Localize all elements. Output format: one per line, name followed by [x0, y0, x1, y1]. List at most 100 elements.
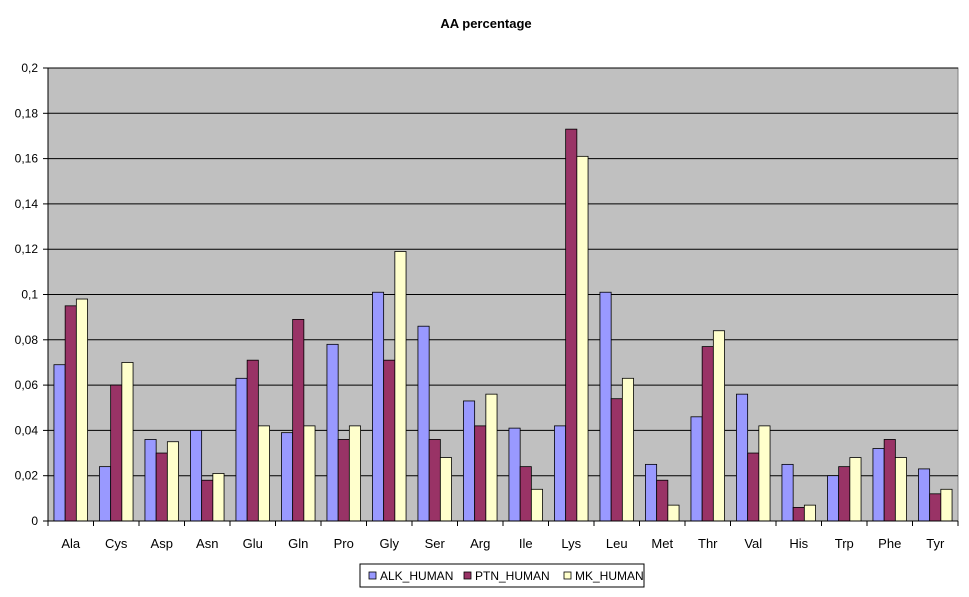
bar-mk-human-leu [621, 377, 634, 522]
y-tick-labels: 0 0,02 0,04 0,06 0,08 0,1 0,12 0,14 0,16 0,18 0,2 [15, 61, 39, 528]
x-tick-label: Tyr [926, 536, 945, 551]
x-tick-label: Phe [878, 536, 901, 551]
legend-box [359, 563, 645, 588]
x-tick-label: Pro [334, 536, 354, 551]
x-tick-label: Arg [470, 536, 490, 551]
bar-alk-human-arg [463, 400, 476, 522]
x-tick-label: Ser [425, 536, 446, 551]
legend-label: ALK_HUMAN [380, 569, 453, 583]
bar-alk-human-lys [554, 425, 567, 522]
y-tick-label: 0 [31, 514, 38, 528]
bar-ptn-human-ala [64, 305, 77, 522]
bar-alk-human-his [781, 463, 794, 522]
bar-mk-human-lys [576, 155, 589, 522]
bar-mk-human-ile [530, 488, 543, 522]
bar-alk-human-ile [508, 427, 521, 522]
x-tick-label: Met [651, 536, 673, 551]
bar-ptn-human-thr [701, 346, 714, 522]
bar-alk-human-val [736, 393, 749, 522]
bar-ptn-human-trp [838, 466, 851, 522]
x-tick-label: Ala [61, 536, 81, 551]
bar-ptn-human-his [792, 507, 805, 522]
bar-mk-human-glu [257, 425, 270, 522]
y-tick-label: 0,06 [15, 378, 39, 392]
y-tick-label: 0,04 [15, 423, 39, 437]
bar-mk-human-val [758, 425, 771, 522]
bar-ptn-human-asp [155, 452, 168, 522]
bar-ptn-human-val [747, 452, 760, 522]
x-tick-label: Leu [606, 536, 628, 551]
legend-label: MK_HUMAN [575, 569, 644, 583]
chart-title: AA percentage [440, 16, 531, 31]
legend-label: PTN_HUMAN [475, 569, 550, 583]
bar-mk-human-arg [485, 393, 498, 522]
x-tick-label: Glu [243, 536, 263, 551]
x-tick-label: Val [744, 536, 762, 551]
bar-alk-human-ala [53, 364, 66, 522]
bar-alk-human-asp [144, 439, 157, 522]
x-tick-label: His [789, 536, 808, 551]
x-tick-label: Gln [288, 536, 308, 551]
bar-mk-human-ser [439, 457, 452, 522]
bar-ptn-human-phe [883, 439, 896, 522]
bar-mk-human-his [803, 504, 816, 522]
x-tick-label: Cys [105, 536, 128, 551]
bar-alk-human-thr [690, 416, 703, 522]
y-tick-label: 0,16 [15, 152, 39, 166]
x-tick-label: Asp [151, 536, 173, 551]
x-tick-label: Lys [561, 536, 581, 551]
x-tick-label: Gly [380, 536, 400, 551]
x-tick-label: Trp [835, 536, 854, 551]
bar-mk-human-thr [712, 330, 725, 522]
y-tick-label: 0,02 [15, 469, 39, 483]
y-tick-label: 0,1 [21, 288, 38, 302]
bar-alk-human-pro [326, 343, 339, 522]
bar-alk-human-asn [190, 429, 203, 522]
legend-swatch [463, 571, 472, 580]
x-tick-label: Thr [698, 536, 718, 551]
bar-ptn-human-ser [428, 439, 441, 522]
bar-alk-human-phe [872, 448, 885, 522]
bar-ptn-human-gly [383, 359, 396, 522]
bar-mk-human-gln [303, 425, 316, 522]
bar-ptn-human-arg [474, 425, 487, 522]
bar-mk-human-asn [212, 473, 225, 522]
bar-mk-human-met [667, 504, 680, 522]
bar-alk-human-cys [99, 466, 112, 522]
bar-alk-human-trp [827, 475, 840, 522]
bar-ptn-human-asn [201, 479, 214, 522]
bar-alk-human-gln [281, 432, 294, 522]
legend-swatch [563, 571, 572, 580]
bar-alk-human-met [645, 463, 658, 522]
y-tick-label: 0,2 [21, 61, 38, 75]
bar-ptn-human-gln [292, 319, 305, 522]
bar-mk-human-tyr [940, 488, 953, 522]
axes-group [43, 67, 959, 526]
y-tick-label: 0,12 [15, 242, 39, 256]
x-tick-label: Ile [519, 536, 533, 551]
bar-mk-human-asp [166, 441, 179, 522]
legend-swatch [368, 571, 377, 580]
bar-mk-human-cys [121, 362, 134, 522]
bars-group [53, 128, 953, 522]
bar-ptn-human-glu [246, 359, 259, 522]
bar-mk-human-gly [394, 251, 407, 522]
bar-alk-human-glu [235, 377, 248, 522]
bar-mk-human-ala [75, 298, 88, 522]
bar-ptn-human-pro [337, 439, 350, 522]
x-tick-labels: Ala Cys Asp Asn Glu Gln Pro Gly Ser Arg Ile Lys Leu M… [61, 536, 945, 551]
bar-ptn-human-met [656, 479, 669, 522]
x-tick-label: Asn [196, 536, 218, 551]
bar-alk-human-ser [417, 325, 430, 522]
bar-alk-human-leu [599, 291, 612, 522]
y-tick-label: 0,08 [15, 333, 39, 347]
bar-alk-human-tyr [918, 468, 931, 522]
bar-ptn-human-lys [565, 128, 578, 522]
bar-alk-human-gly [372, 291, 385, 522]
bar-mk-human-pro [348, 425, 361, 522]
bar-ptn-human-cys [110, 384, 123, 522]
bar-ptn-human-leu [610, 398, 623, 522]
bar-ptn-human-ile [519, 466, 532, 522]
